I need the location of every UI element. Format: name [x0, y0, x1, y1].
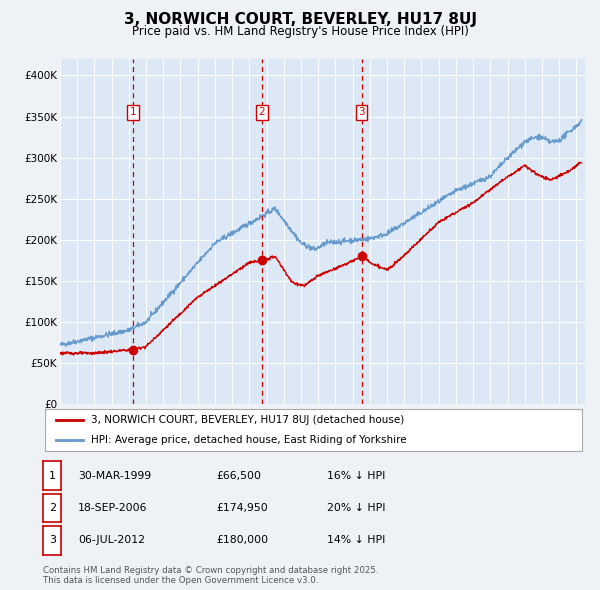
Text: 20% ↓ HPI: 20% ↓ HPI — [327, 503, 386, 513]
Text: Contains HM Land Registry data © Crown copyright and database right 2025.
This d: Contains HM Land Registry data © Crown c… — [43, 566, 379, 585]
Text: 3: 3 — [358, 107, 365, 117]
Text: 2: 2 — [49, 503, 56, 513]
Text: Price paid vs. HM Land Registry's House Price Index (HPI): Price paid vs. HM Land Registry's House … — [131, 25, 469, 38]
Text: 06-JUL-2012: 06-JUL-2012 — [78, 536, 145, 545]
Text: £180,000: £180,000 — [216, 536, 268, 545]
Text: £174,950: £174,950 — [216, 503, 268, 513]
Text: HPI: Average price, detached house, East Riding of Yorkshire: HPI: Average price, detached house, East… — [91, 435, 406, 445]
Text: 30-MAR-1999: 30-MAR-1999 — [78, 471, 151, 480]
Text: 18-SEP-2006: 18-SEP-2006 — [78, 503, 148, 513]
Text: 16% ↓ HPI: 16% ↓ HPI — [327, 471, 385, 480]
Text: 2: 2 — [259, 107, 265, 117]
Text: 3: 3 — [49, 536, 56, 545]
Text: 1: 1 — [49, 471, 56, 480]
Text: 3, NORWICH COURT, BEVERLEY, HU17 8UJ: 3, NORWICH COURT, BEVERLEY, HU17 8UJ — [124, 12, 476, 27]
Text: 1: 1 — [130, 107, 136, 117]
Text: 14% ↓ HPI: 14% ↓ HPI — [327, 536, 385, 545]
Text: 3, NORWICH COURT, BEVERLEY, HU17 8UJ (detached house): 3, NORWICH COURT, BEVERLEY, HU17 8UJ (de… — [91, 415, 404, 425]
Text: £66,500: £66,500 — [216, 471, 261, 480]
